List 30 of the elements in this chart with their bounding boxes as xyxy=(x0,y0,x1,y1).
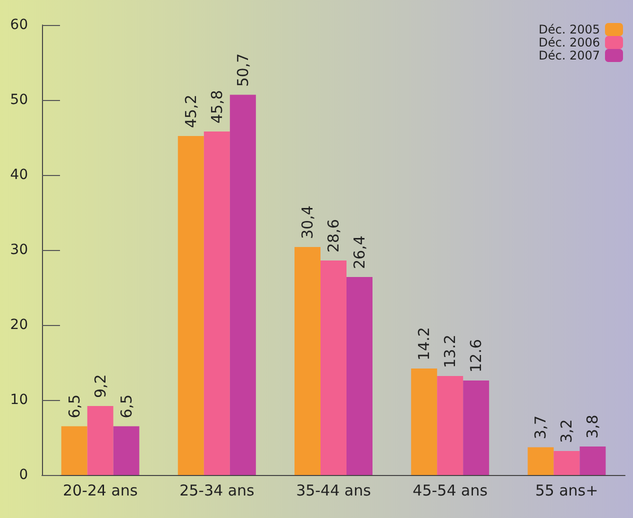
data-label: 13.2 xyxy=(441,334,460,368)
x-tick-label: 45-54 ans xyxy=(412,482,488,500)
data-label: 50,7 xyxy=(234,53,252,87)
y-tick-label: 30 xyxy=(10,242,28,258)
y-tick-label: 20 xyxy=(10,317,28,333)
data-label: 6,5 xyxy=(117,394,136,418)
data-label: 45,2 xyxy=(182,94,200,128)
data-label: 3,7 xyxy=(532,415,550,440)
y-tick-label: 40 xyxy=(10,167,28,183)
x-tick-label: 20-24 ans xyxy=(62,482,138,500)
y-tick-label: 0 xyxy=(19,467,28,483)
data-label: 6,5 xyxy=(65,394,84,418)
data-label: 12.6 xyxy=(467,339,486,372)
y-tick-label: 10 xyxy=(10,392,28,408)
data-label: 3,8 xyxy=(584,414,602,438)
y-tick-label: 60 xyxy=(10,17,28,33)
x-tick-label: 55 ans+ xyxy=(535,482,598,500)
data-label: 26,4 xyxy=(350,236,368,269)
data-label: 30,4 xyxy=(298,206,316,239)
x-tick-label: 25-34 ans xyxy=(179,482,255,500)
data-label: 9,2 xyxy=(91,374,110,398)
data-label: 14.2 xyxy=(415,327,434,360)
x-tick-label: 35-44 ans xyxy=(296,482,372,500)
legend-label: Déc. 2007 xyxy=(538,48,600,62)
legend-label: Déc. 2006 xyxy=(538,36,600,50)
legend-label: Déc. 2005 xyxy=(538,22,600,36)
data-label: 45,8 xyxy=(208,90,226,124)
data-label: 28,6 xyxy=(324,219,342,252)
data-label: 3,2 xyxy=(558,419,576,443)
y-tick-label: 50 xyxy=(10,92,28,108)
